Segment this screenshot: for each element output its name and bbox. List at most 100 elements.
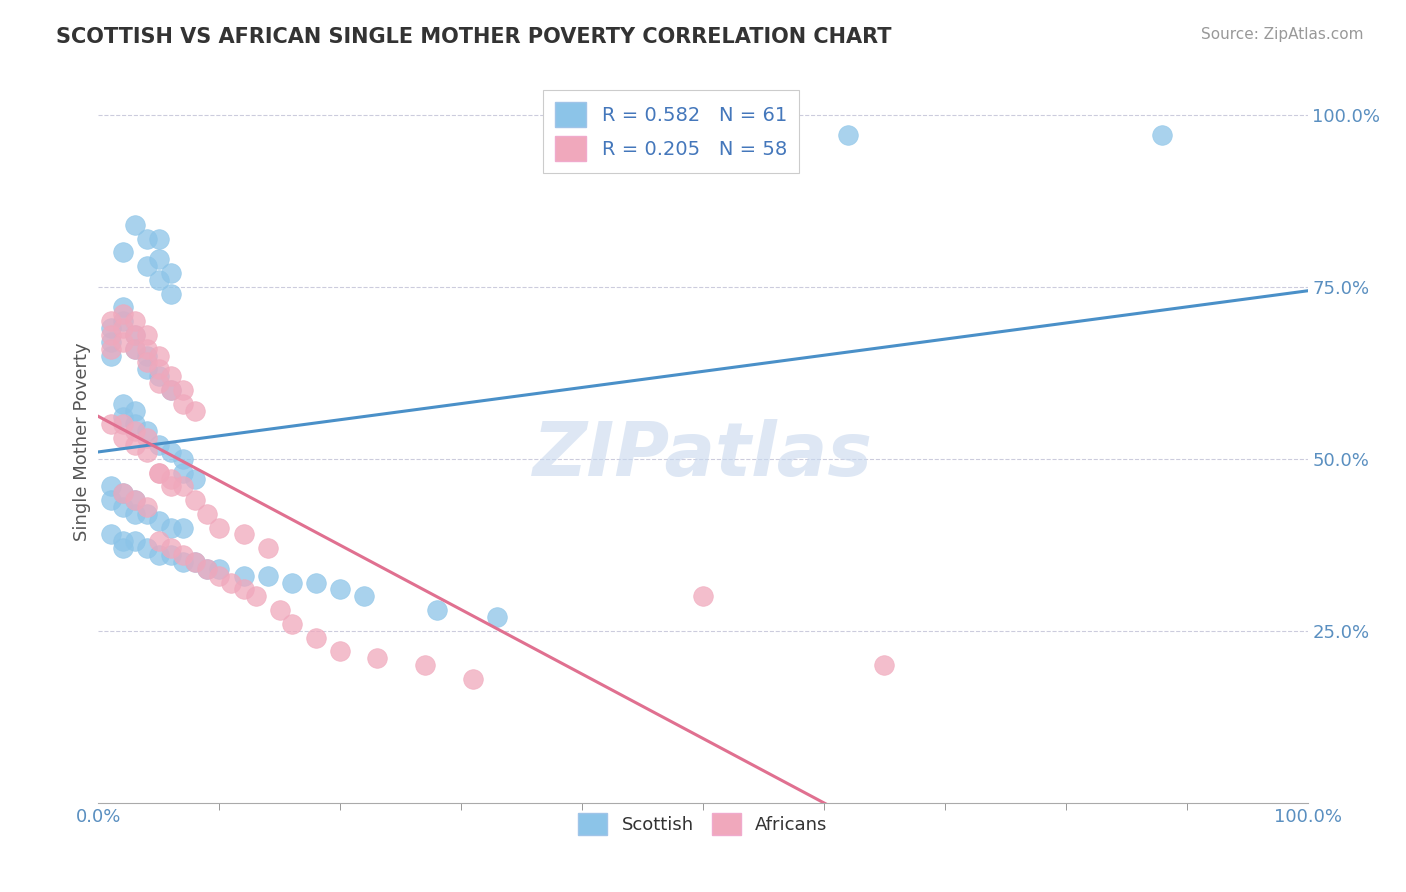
Text: SCOTTISH VS AFRICAN SINGLE MOTHER POVERTY CORRELATION CHART: SCOTTISH VS AFRICAN SINGLE MOTHER POVERT… (56, 27, 891, 46)
Point (172, 383, 194, 397)
Point (100, 493, 122, 508)
Point (124, 342, 146, 356)
Point (124, 218, 146, 232)
Point (184, 555, 207, 569)
Point (366, 651, 388, 665)
Point (195, 562, 218, 576)
Point (135, 362, 157, 376)
Point (148, 466, 170, 480)
Point (148, 376, 170, 390)
Point (160, 472, 183, 486)
Point (111, 301, 134, 315)
Point (135, 355, 157, 369)
Point (111, 314, 134, 328)
Point (232, 582, 254, 597)
Point (281, 575, 304, 590)
Point (111, 486, 134, 500)
Point (172, 397, 194, 411)
Point (256, 541, 278, 556)
Text: ZIPatlas: ZIPatlas (533, 419, 873, 492)
Point (256, 568, 278, 582)
Point (124, 424, 146, 438)
Point (148, 362, 170, 376)
Point (148, 273, 170, 287)
Point (135, 259, 157, 273)
Point (692, 590, 714, 604)
Point (124, 507, 146, 521)
Point (160, 383, 183, 397)
Point (245, 590, 267, 604)
Point (305, 631, 328, 645)
Point (111, 245, 134, 260)
Point (100, 334, 122, 349)
Text: Source: ZipAtlas.com: Source: ZipAtlas.com (1201, 27, 1364, 42)
Point (135, 424, 157, 438)
Point (426, 603, 449, 617)
Point (111, 431, 134, 445)
Point (172, 451, 194, 466)
Point (172, 548, 194, 562)
Point (135, 507, 157, 521)
Point (160, 383, 183, 397)
Point (111, 417, 134, 432)
Point (160, 548, 183, 562)
Point (100, 327, 122, 342)
Point (232, 568, 254, 582)
Point (148, 548, 170, 562)
Point (100, 417, 122, 432)
Point (135, 349, 157, 363)
Point (160, 520, 183, 534)
Point (124, 342, 146, 356)
Point (111, 410, 134, 425)
Point (100, 342, 122, 356)
Y-axis label: Single Mother Poverty: Single Mother Poverty (73, 343, 91, 541)
Point (221, 575, 243, 590)
Point (148, 369, 170, 384)
Point (148, 514, 170, 528)
Point (232, 527, 254, 541)
Point (160, 266, 183, 280)
Point (124, 493, 146, 508)
Point (135, 231, 157, 245)
Point (208, 568, 231, 582)
Point (135, 342, 157, 356)
Point (148, 438, 170, 452)
Point (124, 493, 146, 508)
Point (184, 403, 207, 417)
Point (111, 534, 134, 549)
Point (172, 479, 194, 493)
Point (124, 403, 146, 417)
Point (111, 486, 134, 500)
Point (172, 466, 194, 480)
Point (281, 616, 304, 631)
Point (124, 314, 146, 328)
Point (111, 541, 134, 556)
Point (100, 321, 122, 335)
Point (148, 466, 170, 480)
Point (100, 527, 122, 541)
Point (172, 555, 194, 569)
Point (1152, 128, 1174, 143)
Point (353, 590, 375, 604)
Point (148, 252, 170, 267)
Point (160, 541, 183, 556)
Point (413, 658, 436, 673)
Point (135, 327, 157, 342)
Point (160, 286, 183, 301)
Point (463, 672, 485, 686)
Point (111, 321, 134, 335)
Point (172, 520, 194, 534)
Point (111, 334, 134, 349)
Point (184, 555, 207, 569)
Point (195, 507, 218, 521)
Point (160, 445, 183, 459)
Point (329, 582, 352, 597)
Point (100, 479, 122, 493)
Point (135, 541, 157, 556)
Legend: Scottish, Africans: Scottish, Africans (569, 805, 837, 845)
Point (135, 500, 157, 514)
Point (184, 472, 207, 486)
Point (305, 575, 328, 590)
Point (111, 500, 134, 514)
Point (208, 520, 231, 534)
